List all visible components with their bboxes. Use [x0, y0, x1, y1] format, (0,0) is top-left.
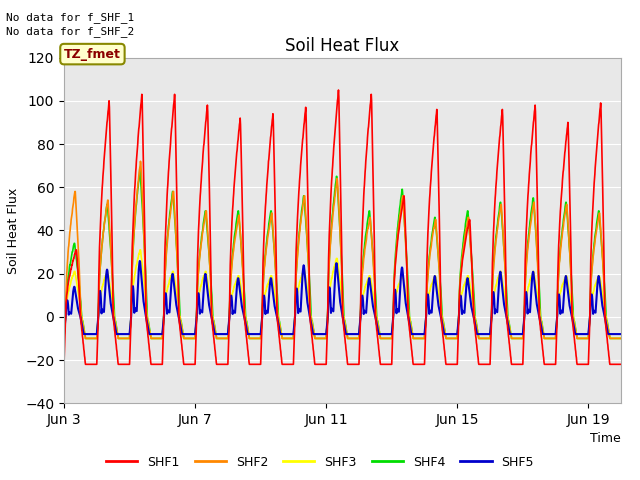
SHF2 — [360, 260, 367, 266]
SHF3 — [495, 273, 502, 278]
SHF5 — [617, 331, 625, 337]
X-axis label: Time: Time — [590, 432, 621, 445]
SHF2 — [60, 336, 68, 341]
SHF4 — [495, 213, 502, 218]
SHF1 — [60, 361, 68, 367]
SHF3 — [136, 247, 144, 253]
SHF1 — [360, 202, 367, 207]
SHF1 — [200, 148, 207, 154]
SHF2 — [495, 217, 502, 223]
SHF3 — [76, 297, 83, 302]
SHF4 — [617, 336, 625, 341]
SHF5 — [152, 331, 159, 337]
SHF4 — [200, 219, 207, 225]
Text: No data for f_SHF_1: No data for f_SHF_1 — [6, 12, 134, 23]
SHF2 — [136, 158, 144, 164]
SHF4 — [152, 336, 159, 341]
SHF4 — [76, 284, 83, 289]
SHF5 — [136, 258, 143, 264]
SHF5 — [360, 304, 367, 310]
SHF2 — [617, 336, 625, 341]
SHF3 — [152, 336, 159, 341]
Text: No data for f_SHF_2: No data for f_SHF_2 — [6, 26, 134, 37]
SHF5 — [200, 287, 207, 292]
SHF3 — [60, 336, 68, 341]
Line: SHF3: SHF3 — [64, 250, 621, 338]
SHF1 — [76, 292, 83, 298]
SHF3 — [360, 290, 367, 296]
SHF2 — [152, 336, 159, 341]
SHF1 — [495, 148, 502, 154]
Line: SHF5: SHF5 — [64, 261, 621, 334]
SHF5 — [495, 285, 502, 291]
Legend: SHF1, SHF2, SHF3, SHF4, SHF5: SHF1, SHF2, SHF3, SHF4, SHF5 — [101, 451, 539, 474]
SHF2 — [200, 223, 207, 229]
SHF5 — [184, 331, 192, 337]
SHF3 — [184, 336, 192, 341]
SHF2 — [76, 269, 83, 275]
SHF1 — [152, 361, 159, 367]
Line: SHF2: SHF2 — [64, 161, 621, 338]
SHF4 — [60, 336, 68, 341]
Line: SHF4: SHF4 — [64, 170, 621, 338]
Title: Soil Heat Flux: Soil Heat Flux — [285, 36, 399, 55]
Line: SHF1: SHF1 — [64, 90, 621, 364]
SHF1 — [617, 361, 625, 367]
Y-axis label: Soil Heat Flux: Soil Heat Flux — [6, 187, 20, 274]
SHF4 — [184, 336, 192, 341]
SHF5 — [60, 331, 68, 337]
SHF2 — [184, 336, 192, 341]
SHF5 — [76, 311, 83, 316]
SHF1 — [184, 361, 191, 367]
SHF3 — [200, 273, 207, 278]
SHF3 — [617, 336, 625, 341]
SHF4 — [360, 253, 367, 259]
Text: TZ_fmet: TZ_fmet — [64, 48, 121, 60]
SHF4 — [136, 167, 143, 173]
SHF1 — [335, 87, 342, 93]
